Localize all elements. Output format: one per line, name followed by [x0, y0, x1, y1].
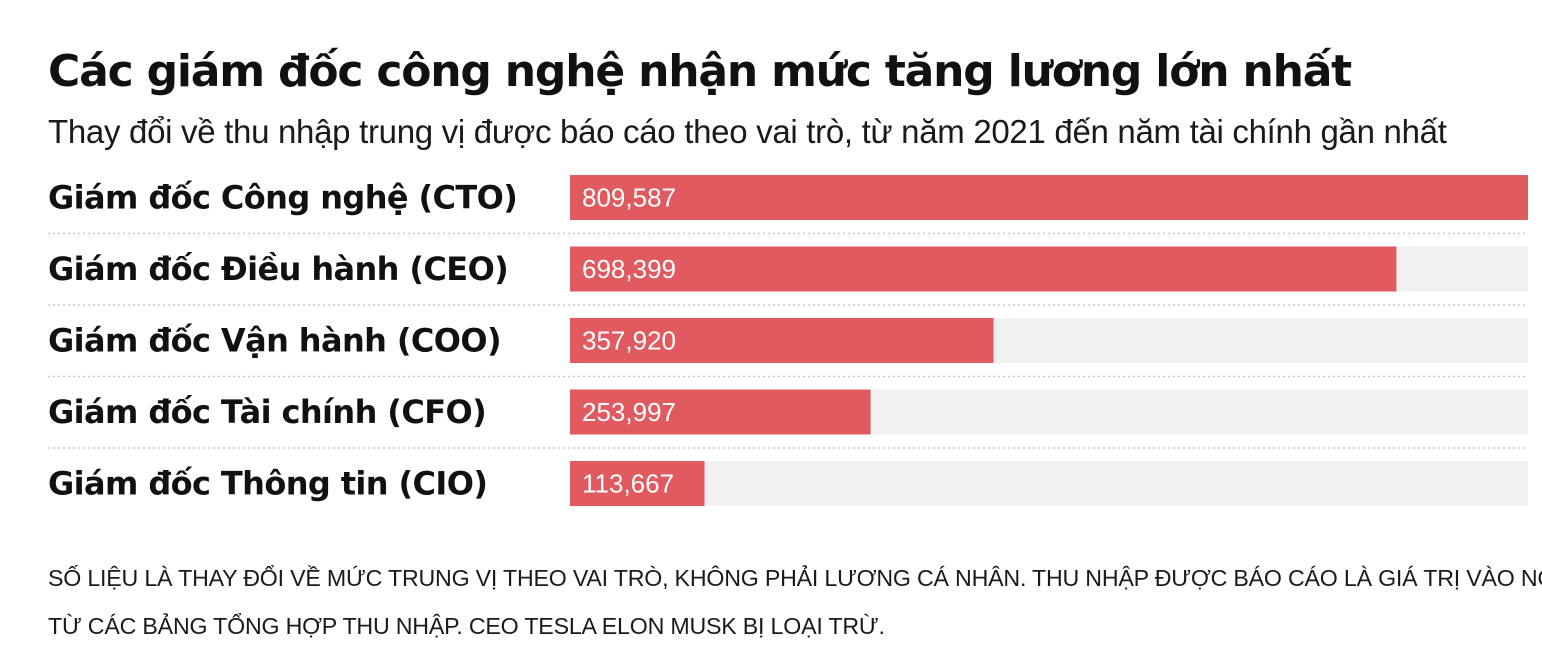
- category-label: Giám đốc Công nghệ (CTO): [48, 179, 517, 217]
- bar: [570, 389, 871, 435]
- value-label: 698,399: [582, 254, 676, 284]
- category-label: Giám đốc Điều hành (CEO): [48, 250, 508, 288]
- value-label: 113,667: [582, 469, 674, 499]
- bar: [570, 175, 1528, 220]
- value-label: 809,587: [582, 183, 676, 213]
- footnote-line-1: SỐ LIỆU LÀ THAY ĐỔI VỀ MỨC TRUNG VỊ THEO…: [48, 565, 1542, 591]
- bar: [570, 246, 1397, 292]
- footnote-line-2: TỪ CÁC BẢNG TỔNG HỢP THU NHẬP. CEO TESLA…: [48, 613, 885, 639]
- category-label: Giám đốc Thông tin (CIO): [48, 465, 487, 503]
- bar: [570, 318, 994, 363]
- footnote: SỐ LIỆU LÀ THAY ĐỔI VỀ MỨC TRUNG VỊ THEO…: [48, 554, 1542, 650]
- chart-title: Các giám đốc công nghệ nhận mức tăng lươ…: [48, 46, 1352, 97]
- chart-subtitle: Thay đổi về thu nhập trung vị được báo c…: [48, 113, 1447, 150]
- bar: [570, 461, 705, 506]
- value-label: 253,997: [582, 397, 676, 427]
- category-label: Giám đốc Tài chính (CFO): [48, 393, 486, 431]
- value-label: 357,920: [582, 326, 676, 356]
- category-label: Giám đốc Vận hành (COO): [48, 322, 501, 360]
- bar-chart: Giám đốc Công nghệ (CTO) 809,587 Giám đốc …: [48, 175, 1528, 506]
- bar-track: [570, 461, 1528, 506]
